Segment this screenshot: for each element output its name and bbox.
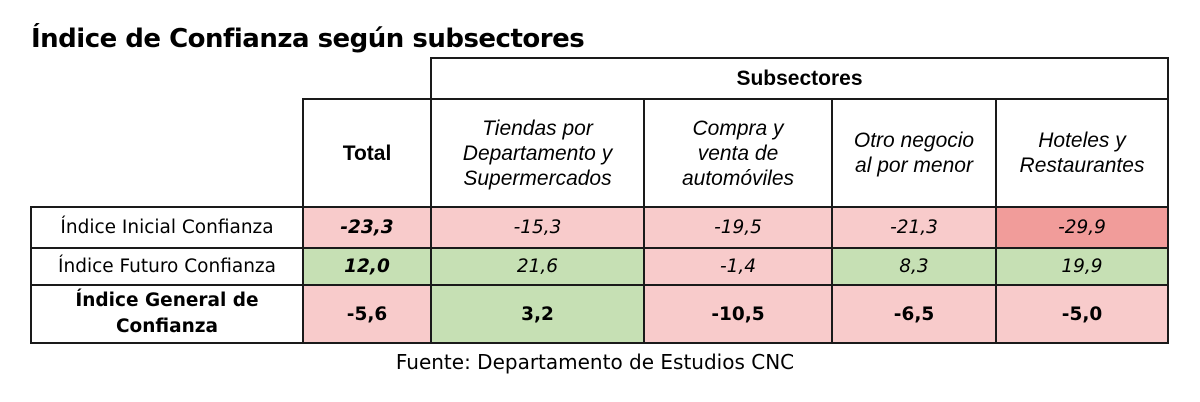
cell-futuro-automoviles: -1,4: [643, 247, 833, 286]
cell-inicial-automoviles: -19,5: [643, 206, 833, 249]
row-label-inicial: Índice Inicial Confianza: [30, 206, 304, 249]
cell-general-total: -5,6: [302, 284, 432, 344]
cell-general-tiendas: 3,2: [430, 284, 645, 344]
cell-general-hoteles: -5,0: [995, 284, 1169, 344]
column-header-otro-negocio: Otro negocio al por menor: [831, 98, 997, 208]
cell-futuro-hoteles: 19,9: [995, 247, 1169, 286]
empty-corner: [31, 58, 303, 99]
column-header-total: Total: [302, 98, 432, 208]
cell-futuro-total: 12,0: [302, 247, 432, 286]
cell-inicial-total: -23,3: [302, 206, 432, 249]
cell-general-otro-negocio: -6,5: [831, 284, 997, 344]
confidence-table: Subsectores Total Tiendas por Departamen…: [30, 57, 1169, 344]
column-header-tiendas: Tiendas por Departamento y Supermercados: [430, 98, 645, 208]
cell-general-automoviles: -10,5: [643, 284, 833, 344]
empty-row-label-header: [31, 99, 304, 208]
cell-inicial-tiendas: -15,3: [430, 206, 645, 249]
table-row: Índice Inicial Confianza -23,3 -15,3 -19…: [30, 206, 1169, 249]
row-label-futuro: Índice Futuro Confianza: [30, 247, 304, 286]
cell-inicial-otro-negocio: -21,3: [831, 206, 997, 249]
cell-futuro-tiendas: 21,6: [430, 247, 645, 286]
empty-total-top: [303, 58, 432, 100]
page-title: Índice de Confianza según subsectores: [31, 24, 585, 54]
cell-inicial-hoteles: -29,9: [995, 206, 1169, 249]
table-row: Índice Futuro Confianza 12,0 21,6 -1,4 8…: [30, 247, 1169, 286]
column-header-automoviles: Compra y venta de automóviles: [643, 98, 833, 208]
table-row: Índice General de Confianza -5,6 3,2 -10…: [30, 284, 1169, 344]
column-header-hoteles: Hoteles y Restaurantes: [995, 98, 1169, 208]
source-note: Fuente: Departamento de Estudios CNC: [395, 350, 795, 374]
subsectores-header: Subsectores: [430, 57, 1169, 100]
cell-futuro-otro-negocio: 8,3: [831, 247, 997, 286]
row-label-general: Índice General de Confianza: [30, 284, 304, 344]
